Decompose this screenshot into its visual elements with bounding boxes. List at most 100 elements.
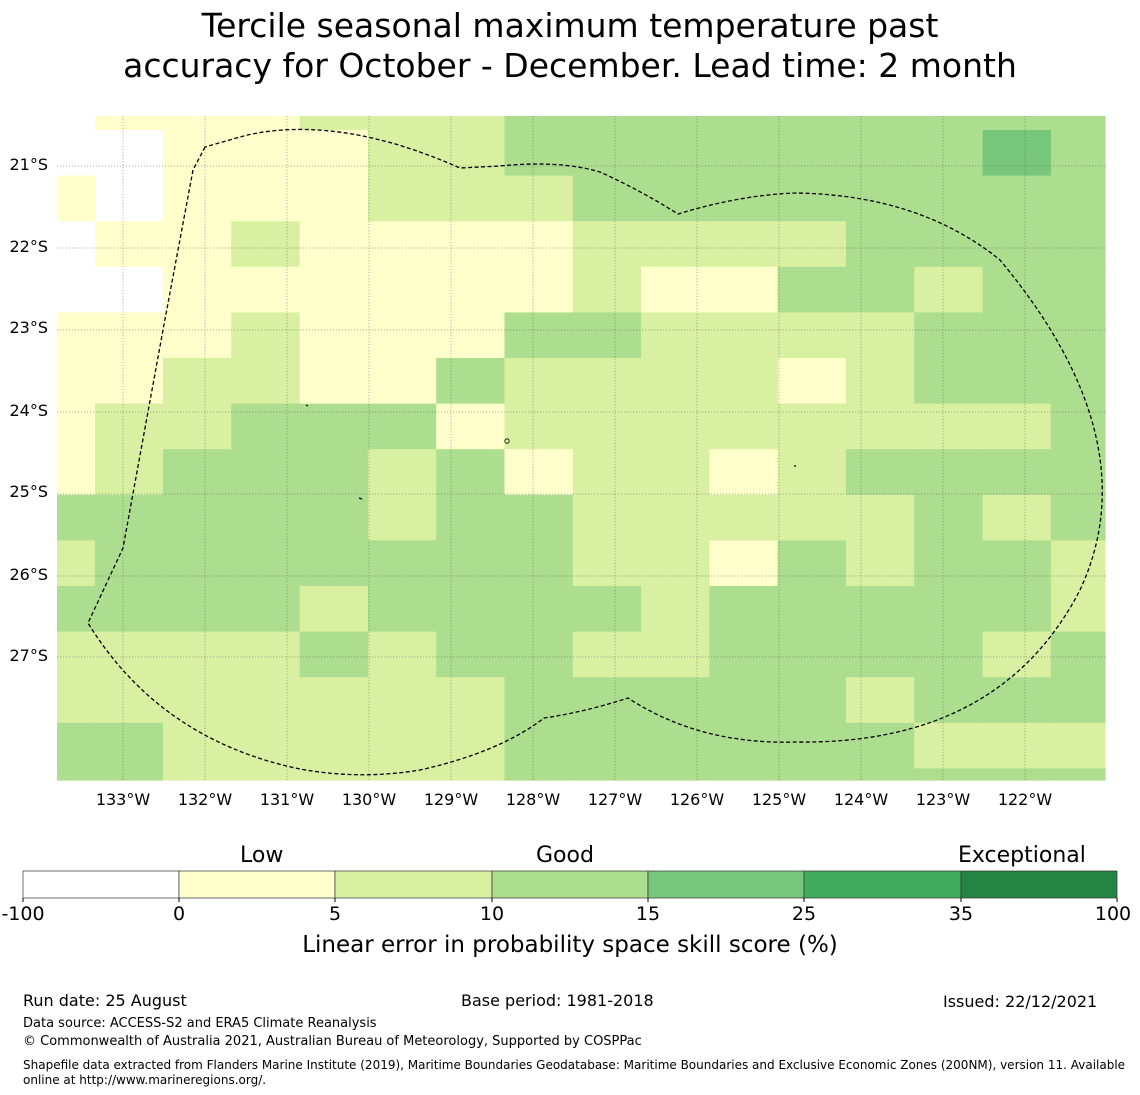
grid-cell: [163, 175, 232, 222]
grid-cell: [163, 116, 232, 131]
island-marker: [358, 497, 363, 500]
run-date: Run date: 25 August: [23, 991, 187, 1010]
lon-label-133w: 133°W: [95, 790, 151, 809]
eez-boundary: [87, 128, 1103, 776]
grid-cell: [777, 221, 847, 268]
grid-cell: [367, 631, 437, 678]
colorbar-tick: 25: [791, 903, 817, 925]
grid-cell: [1050, 677, 1106, 724]
grid-cell: [1050, 722, 1106, 769]
grid-cell: [914, 358, 984, 405]
grid-cell: [982, 175, 1052, 222]
grid-cell: [914, 631, 984, 678]
lon-label-132w: 132°W: [177, 790, 233, 809]
colorbar-segment: [960, 870, 1118, 899]
grid-cell: [914, 449, 984, 496]
grid-cell: [231, 722, 301, 769]
grid-cell: [846, 586, 915, 633]
grid-cell: [57, 494, 96, 541]
grid-cell: [231, 116, 301, 131]
grid-cell: [846, 266, 915, 313]
grid-cell: [95, 540, 164, 587]
grid-cell: [436, 586, 506, 633]
grid-cell: [846, 540, 915, 587]
grid-cell: [367, 221, 437, 268]
grid-cell: [367, 494, 437, 541]
grid-cell: [572, 540, 642, 587]
lon-label-125w: 125°W: [751, 790, 807, 809]
grid-cell: [777, 586, 847, 633]
grid-cell: [436, 116, 506, 131]
grid-cell: [572, 403, 642, 450]
grid-cell: [982, 312, 1052, 359]
grid-cell: [163, 494, 232, 541]
grid-cell: [299, 722, 369, 769]
grid-cell: [572, 586, 642, 633]
grid-cell: [231, 221, 301, 268]
grid-cell: [95, 586, 164, 633]
grid-cell: [641, 358, 710, 405]
title-line-1: Tercile seasonal maximum temperature pas…: [201, 6, 939, 45]
grid-cell: [709, 722, 779, 769]
grid-cell: [163, 449, 232, 496]
grid-cell: [231, 130, 301, 177]
grid-cell: [641, 586, 710, 633]
grid-cell: [367, 677, 437, 724]
grid-cell: [163, 221, 232, 268]
shapefile-attribution: Shapefile data extracted from Flanders M…: [23, 1058, 1138, 1088]
grid-cell: [1050, 266, 1106, 313]
grid-cell: [777, 130, 847, 177]
grid-cell: [367, 586, 437, 633]
grid-cell: [95, 449, 164, 496]
grid-cell: [57, 677, 96, 724]
grid-cell: [57, 312, 96, 359]
lat-label-21s: 21°S: [9, 155, 48, 174]
grid-cell: [777, 494, 847, 541]
grid-cell: [436, 722, 506, 769]
grid-cell: [777, 768, 847, 781]
grid-cell: [641, 266, 710, 313]
grid-cell: [641, 768, 710, 781]
grid-cell: [57, 130, 96, 177]
grid-cell: [982, 586, 1052, 633]
grid-cell: [299, 677, 369, 724]
grid-cell: [914, 175, 984, 222]
grid-cell: [163, 586, 232, 633]
grid-cell: [914, 403, 984, 450]
lat-label-27s: 27°S: [9, 646, 48, 665]
grid-cell: [231, 586, 301, 633]
island-marker: [305, 404, 309, 407]
grid-cell: [914, 677, 984, 724]
grid-cell: [572, 494, 642, 541]
grid-cell: [709, 130, 779, 177]
lon-label-124w: 124°W: [833, 790, 889, 809]
grid-cell: [299, 358, 369, 405]
grid-cell: [504, 116, 574, 131]
grid-cell: [95, 677, 164, 724]
grid-cell: [572, 221, 642, 268]
grid-cell: [231, 266, 301, 313]
grid-cell: [1050, 312, 1106, 359]
grid-cell: [504, 586, 574, 633]
grid-cell: [846, 631, 915, 678]
shapefile-attribution-line-2: online at http://www.marineregions.org/.: [23, 1073, 267, 1087]
grid-cell: [1050, 358, 1106, 405]
grid-cell: [846, 221, 915, 268]
grid-cell: [231, 175, 301, 222]
colorbar-category-exceptional: Exceptional: [958, 843, 1086, 868]
grid-cell: [777, 722, 847, 769]
grid-cell: [436, 403, 506, 450]
lat-label-24s: 24°S: [9, 401, 48, 420]
colorbar-label: Linear error in probability space skill …: [302, 932, 838, 958]
colorbar-segment: [22, 870, 180, 899]
grid-cell: [846, 312, 915, 359]
grid-cell: [982, 221, 1052, 268]
colorbar-segment: [334, 870, 493, 899]
grid-cell: [504, 358, 574, 405]
grid-cell: [1050, 540, 1106, 587]
grid-cell: [914, 540, 984, 587]
grid-cell: [367, 403, 437, 450]
grid-cell: [982, 403, 1052, 450]
grid-cell: [504, 540, 574, 587]
grid-cell: [846, 403, 915, 450]
